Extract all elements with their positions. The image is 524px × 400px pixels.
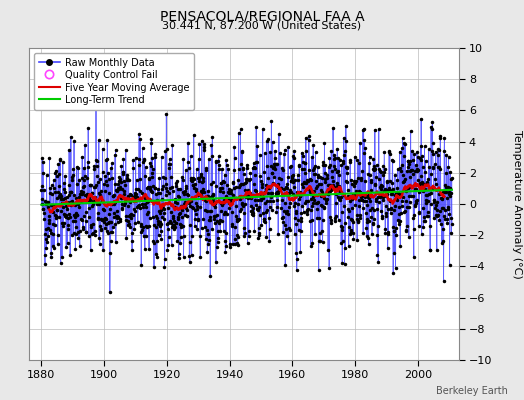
Text: Berkeley Earth: Berkeley Earth — [436, 386, 508, 396]
Text: 30.441 N, 87.200 W (United States): 30.441 N, 87.200 W (United States) — [162, 21, 362, 31]
Text: PENSACOLA/REGIONAL FAA A: PENSACOLA/REGIONAL FAA A — [160, 10, 364, 24]
Y-axis label: Temperature Anomaly (°C): Temperature Anomaly (°C) — [512, 130, 522, 278]
Legend: Raw Monthly Data, Quality Control Fail, Five Year Moving Average, Long-Term Tren: Raw Monthly Data, Quality Control Fail, … — [34, 53, 194, 110]
